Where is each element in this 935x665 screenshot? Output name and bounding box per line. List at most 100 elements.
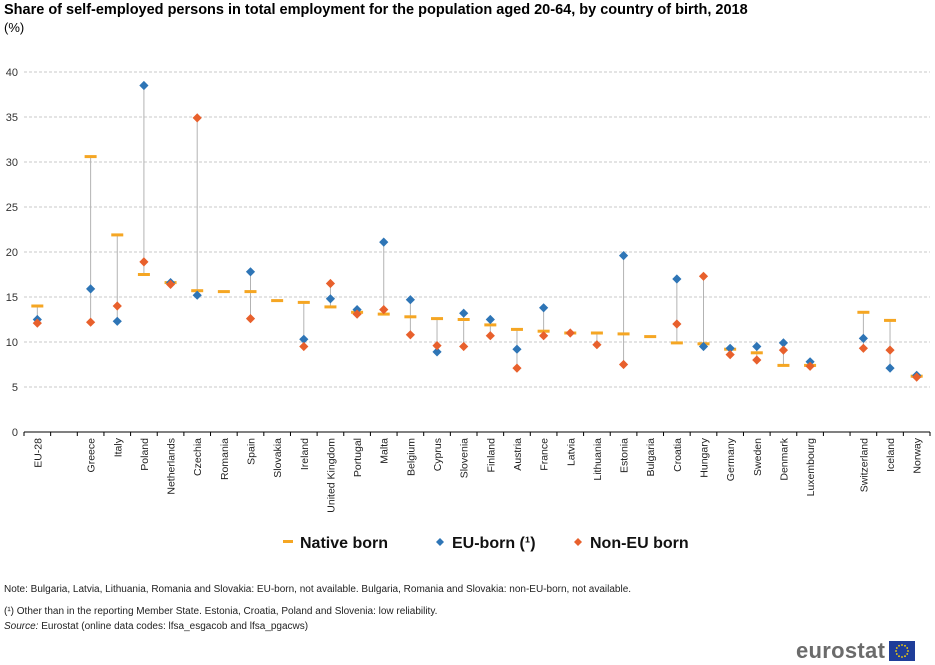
eu-born-point	[858, 333, 868, 343]
legend-marker	[436, 538, 444, 546]
eu-born-point	[192, 290, 202, 300]
x-tick-label: France	[539, 438, 551, 471]
flag-star	[901, 644, 904, 646]
non-eu-born-point	[618, 359, 629, 370]
eu-born-point	[299, 334, 309, 344]
x-tick-label: United Kingdom	[325, 438, 337, 513]
x-tick-label: Czechia	[192, 438, 204, 476]
native-born-point	[777, 363, 790, 367]
flag-star	[904, 644, 907, 647]
x-tick-label: Sweden	[752, 438, 764, 476]
x-tick-label: Iceland	[885, 438, 897, 472]
non-eu-born-point	[485, 331, 495, 341]
non-eu-born-point	[752, 355, 762, 365]
x-tick-label: Belgium	[405, 438, 417, 476]
x-tick-label: Slovakia	[272, 438, 284, 478]
flag-star	[906, 647, 909, 649]
eu-born-point	[432, 347, 442, 357]
x-axis-labels: EU-28 Greece Italy Poland Netherlands Czechia…	[32, 437, 923, 512]
x-tick-label: Slovenia	[459, 438, 471, 478]
legend-marker	[574, 538, 582, 546]
x-tick-label: Austria	[512, 438, 524, 471]
eu-born-point	[618, 251, 629, 261]
series-non-eu-born	[32, 113, 922, 382]
native-born-point	[111, 233, 124, 237]
native-born-point	[484, 323, 497, 327]
native-born-point	[217, 290, 230, 294]
non-eu-born-point	[405, 330, 415, 340]
native-born-point	[31, 304, 44, 308]
x-tick-label: Denmark	[778, 437, 790, 480]
native-born-point	[457, 318, 470, 321]
y-tick-label: 10	[6, 337, 18, 349]
native-born-point	[404, 315, 417, 319]
source-text: Eurostat (online data codes: lfsa_esgaco…	[38, 621, 309, 632]
y-tick-label: 20	[6, 247, 18, 259]
x-tick-label: Finland	[485, 438, 497, 473]
eu-born-point	[405, 295, 415, 305]
x-tick-label: Estonia	[619, 438, 631, 473]
native-born-point	[857, 310, 870, 314]
non-eu-born-point	[379, 305, 389, 315]
native-born-point	[590, 331, 603, 335]
eu-born-point	[752, 341, 762, 352]
x-tick-label: Switzerland	[858, 438, 870, 492]
x-tick-label: Luxembourg	[805, 438, 817, 497]
y-tick-label: 35	[6, 112, 18, 124]
source-label: Source:	[4, 621, 39, 632]
non-eu-born-point	[432, 341, 442, 351]
x-tick-label: Malta	[379, 438, 391, 464]
non-eu-born-point	[672, 319, 682, 329]
non-eu-born-point	[165, 279, 176, 289]
eu-born-point	[459, 308, 469, 318]
x-tick-label: Latvia	[565, 438, 577, 466]
y-tick-label: 15	[6, 292, 18, 304]
native-born-point	[297, 300, 310, 304]
native-born-point	[644, 335, 657, 339]
non-eu-born-point	[86, 317, 96, 327]
native-born-point	[884, 318, 897, 322]
eu-born-point	[139, 80, 149, 91]
y-axis-ticks: 0 5 10 15 20 25 30 35 40	[6, 67, 18, 439]
x-tick-label: Italy	[112, 437, 124, 457]
flag-star	[898, 655, 901, 658]
flag-star	[904, 655, 907, 658]
flag-star	[896, 653, 898, 655]
footnote-availability: Note: Bulgaria, Latvia, Lithuania, Roman…	[4, 584, 632, 595]
x-tick-label: Lithuania	[592, 438, 604, 481]
eu-born-point	[725, 343, 735, 353]
non-eu-born-point	[565, 328, 575, 338]
non-eu-born-point	[192, 113, 202, 123]
non-eu-born-point	[112, 301, 122, 311]
eu-born-point	[539, 303, 549, 313]
legend-label: EU-born (¹)	[452, 535, 536, 552]
chart-subtitle: (%)	[4, 20, 25, 35]
non-eu-born-point	[698, 271, 709, 281]
x-tick-label: Bulgaria	[645, 438, 657, 477]
legend-label: Native born	[300, 535, 388, 552]
non-eu-born-point	[725, 350, 735, 360]
eu-born-point	[86, 284, 96, 294]
eu-born-point	[512, 344, 522, 354]
logo-text: eurostat	[796, 638, 886, 663]
native-born-point	[137, 273, 150, 276]
non-eu-born-point	[539, 331, 549, 341]
native-born-point	[617, 332, 630, 336]
y-tick-label: 0	[12, 427, 18, 439]
eurostat-logo: eurostat	[796, 638, 916, 664]
eu-born-point	[325, 294, 336, 304]
flag-star	[906, 653, 909, 655]
non-eu-born-point	[512, 363, 522, 373]
native-born-point	[670, 341, 683, 345]
flag-star	[901, 656, 904, 658]
source-note: Source: Eurostat (online data codes: lfs…	[4, 621, 308, 632]
x-tick-label: EU-28	[32, 438, 44, 468]
x-tick-label: Spain	[246, 438, 258, 465]
y-tick-label: 25	[6, 202, 18, 214]
native-born-point	[244, 290, 257, 294]
eu-born-point	[245, 267, 256, 277]
legend-marker	[283, 540, 293, 543]
legend: Native born EU-born (¹) Non-EU born	[283, 535, 689, 552]
non-eu-born-point	[459, 341, 469, 352]
legend-eu-born: EU-born (¹)	[436, 535, 536, 552]
